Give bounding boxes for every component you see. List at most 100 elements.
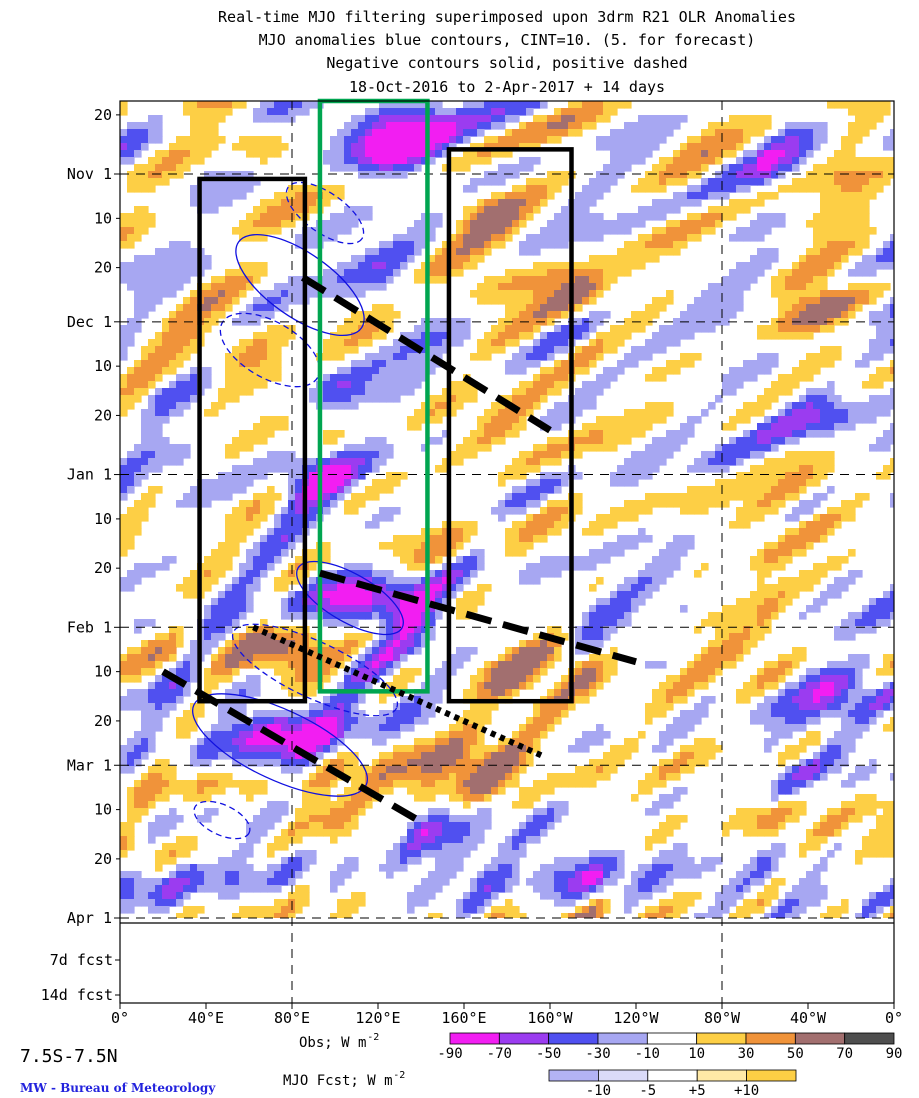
heatmap-cell [267,304,275,312]
heatmap-cell [715,619,723,627]
heatmap-cell [421,416,429,424]
heatmap-cell [176,325,184,333]
heatmap-cell [778,465,786,473]
heatmap-cell [176,458,184,466]
heatmap-cell [596,612,604,620]
heatmap-cell [246,675,254,683]
heatmap-cell [820,227,828,235]
heatmap-cell [183,591,191,599]
heatmap-cell [379,150,387,158]
heatmap-cell [253,647,261,655]
heatmap-cell [414,150,422,158]
heatmap-cell [372,598,380,606]
heatmap-cell [512,675,520,683]
heatmap-cell [736,227,744,235]
heatmap-cell [477,423,485,431]
heatmap-cell [211,283,219,291]
heatmap-cell [281,542,289,550]
heatmap-cell [610,626,618,634]
heatmap-cell [743,367,751,375]
heatmap-cell [162,360,170,368]
heatmap-cell [771,248,779,256]
heatmap-cell [435,591,443,599]
heatmap-cell [820,241,828,249]
heatmap-cell [344,598,352,606]
heatmap-cell [491,675,499,683]
heatmap-cell [246,150,254,158]
heatmap-cell [225,297,233,305]
heatmap-cell [421,598,429,606]
heatmap-cell [659,409,667,417]
heatmap-cell [484,283,492,291]
heatmap-cell [575,262,583,270]
heatmap-cell [561,339,569,347]
heatmap-cell [890,598,894,606]
heatmap-cell [162,318,170,326]
heatmap-cell [596,290,604,298]
heatmap-cell [519,367,527,375]
heatmap-cell [386,577,394,585]
heatmap-cell [435,542,443,550]
heatmap-cell [778,654,786,662]
heatmap-cell [428,528,436,536]
heatmap-cell [729,381,737,389]
heatmap-cell [673,339,681,347]
heatmap-cell [246,136,254,144]
heatmap-cell [337,661,345,669]
heatmap-cell [519,311,527,319]
heatmap-cell [344,458,352,466]
heatmap-cell [799,318,807,326]
heatmap-cell [575,507,583,515]
heatmap-cell [834,206,842,214]
heatmap-cell [379,304,387,312]
heatmap-cell [827,227,835,235]
heatmap-cell [505,220,513,228]
heatmap-cell [547,444,555,452]
heatmap-cell [491,339,499,347]
heatmap-cell [694,185,702,193]
heatmap-cell [407,577,415,585]
heatmap-cell [568,129,576,137]
heatmap-cell [442,164,450,172]
heatmap-cell [526,346,534,354]
heatmap-cell [505,304,513,312]
heatmap-cell [442,465,450,473]
heatmap-cell [169,682,177,690]
heatmap-cell [400,164,408,172]
heatmap-cell [526,381,534,389]
heatmap-cell [414,129,422,137]
heatmap-cell [617,255,625,263]
heatmap-cell [498,514,506,522]
heatmap-cell [554,346,562,354]
heatmap-cell [414,647,422,655]
heatmap-cell [183,346,191,354]
heatmap-cell [428,682,436,690]
heatmap-cell [351,458,359,466]
heatmap-cell [337,640,345,648]
heatmap-cell [372,458,380,466]
heatmap-cell [533,325,541,333]
heatmap-cell [526,402,534,410]
heatmap-cell [694,227,702,235]
heatmap-cell [540,346,548,354]
heatmap-cell [883,255,891,263]
heatmap-cell [190,647,198,655]
heatmap-cell [309,605,317,613]
heatmap-cell [155,395,163,403]
heatmap-cell [750,556,758,564]
heatmap-cell [344,276,352,284]
heatmap-cell [176,381,184,389]
heatmap-cell [400,472,408,480]
heatmap-cell [764,682,772,690]
heatmap-cell [498,213,506,221]
heatmap-cell [330,451,338,459]
heatmap-cell [778,332,786,340]
heatmap-cell [645,248,653,256]
heatmap-cell [624,129,632,137]
heatmap-cell [218,388,226,396]
heatmap-cell [351,318,359,326]
heatmap-cell [659,444,667,452]
heatmap-cell [603,430,611,438]
heatmap-cell [281,521,289,529]
heatmap-cell [533,647,541,655]
